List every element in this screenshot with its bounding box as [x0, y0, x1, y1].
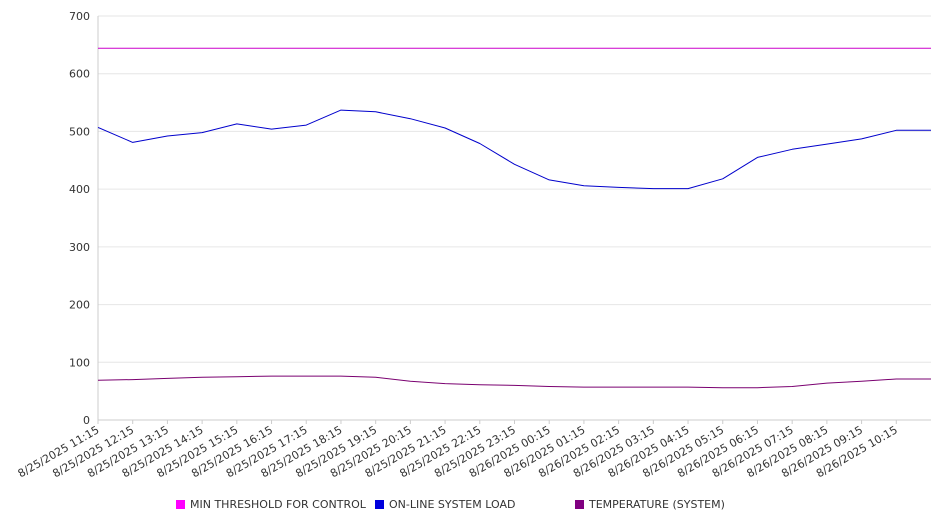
y-tick-label: 200 [69, 299, 90, 312]
y-tick-label: 600 [69, 68, 90, 81]
x-axis-ticks: 8/25/2025 11:158/25/2025 12:158/25/2025 … [16, 420, 900, 480]
y-tick-label: 300 [69, 241, 90, 254]
legend-label-min-threshold: MIN THRESHOLD FOR CONTROL [190, 498, 366, 511]
y-tick-label: 0 [83, 414, 90, 427]
axes [97, 16, 931, 421]
y-tick-label: 500 [69, 125, 90, 138]
series-line-system-load [97, 109, 931, 190]
legend-item-min-threshold[interactable]: MIN THRESHOLD FOR CONTROL [176, 498, 366, 511]
legend-label-temperature: TEMPERATURE (SYSTEM) [589, 498, 725, 511]
legend-label-system-load: ON-LINE SYSTEM LOAD [389, 498, 516, 511]
series-line-temperature [97, 375, 931, 389]
y-tick-label: 100 [69, 356, 90, 369]
legend-swatch-temperature [575, 500, 584, 509]
gridlines [98, 15, 931, 363]
chart-legend: MIN THRESHOLD FOR CONTROL ON-LINE SYSTEM… [0, 498, 946, 514]
legend-swatch-system-load [375, 500, 384, 509]
y-tick-label: 700 [69, 10, 90, 23]
legend-item-temperature[interactable]: TEMPERATURE (SYSTEM) [575, 498, 725, 511]
y-axis-ticks: 0 100 200 300 400 500 600 700 [69, 10, 90, 427]
legend-swatch-min-threshold [176, 500, 185, 509]
series-lines [97, 47, 931, 389]
legend-item-system-load[interactable]: ON-LINE SYSTEM LOAD [375, 498, 515, 511]
y-tick-label: 400 [69, 183, 90, 196]
